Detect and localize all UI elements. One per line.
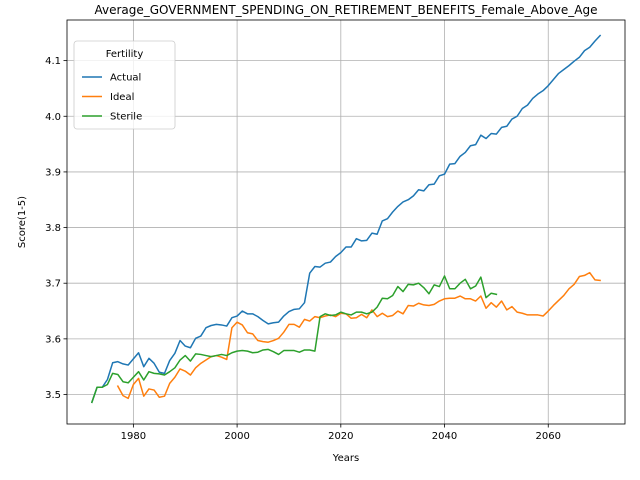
y-tick-label: 3.5 xyxy=(45,390,61,401)
series-line-sterile xyxy=(90,275,498,404)
legend-label-ideal: Ideal xyxy=(110,92,134,103)
x-tick-label: 2040 xyxy=(432,431,457,442)
x-axis-ticks: 1980 2000 2020 2040 2060 xyxy=(121,424,561,442)
legend-entries: Actual Ideal Sterile xyxy=(82,73,142,123)
y-tick-label: 3.7 xyxy=(45,279,61,290)
y-tick-label: 3.8 xyxy=(45,223,61,234)
chart-title: Average_GOVERNMENT_SPENDING_ON_RETIREMEN… xyxy=(94,3,597,17)
x-tick-label: 2000 xyxy=(224,431,249,442)
series-line-actual xyxy=(90,34,602,404)
y-tick-label: 4.1 xyxy=(45,56,61,67)
y-tick-label: 4.0 xyxy=(45,112,61,123)
y-axis-ticks: 3.5 3.6 3.7 3.8 3.9 4.0 4.1 xyxy=(45,56,67,401)
plot-area-frame xyxy=(66,19,626,425)
legend-label-actual: Actual xyxy=(110,73,141,84)
legend-title: Fertility xyxy=(106,49,144,60)
series-line-ideal xyxy=(116,271,601,400)
x-axis-label: Years xyxy=(332,453,359,464)
x-tick-label: 2020 xyxy=(328,431,353,442)
series-lines xyxy=(90,34,602,404)
legend-label-sterile: Sterile xyxy=(110,112,142,123)
x-tick-label: 2060 xyxy=(536,431,561,442)
x-tick-label: 1980 xyxy=(121,431,146,442)
y-tick-label: 3.9 xyxy=(45,167,61,178)
y-axis-label: Score(1-5) xyxy=(17,196,28,248)
legend-box xyxy=(73,40,176,130)
legend: Fertility Actual Ideal Sterile xyxy=(73,40,176,130)
y-tick-label: 3.6 xyxy=(45,334,61,345)
